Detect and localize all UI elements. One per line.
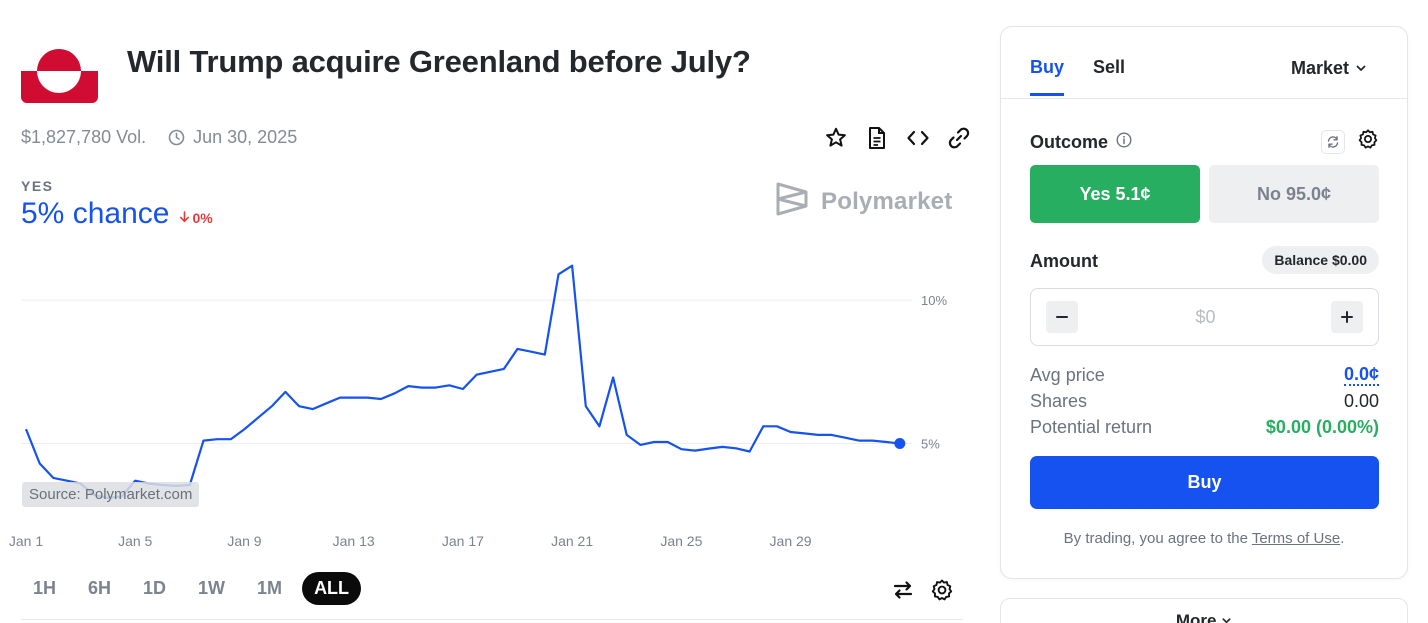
info-icon[interactable] xyxy=(1116,132,1132,153)
stat-value: $0.00 (0.00%) xyxy=(1265,417,1379,437)
refresh-icon[interactable] xyxy=(1321,129,1345,154)
price-chart-svg: 10% 5% Jan 1 Jan 5 Jan 9 Jan 13 Jan 17 Jan 21 J… xyxy=(9,264,947,549)
link-icon[interactable] xyxy=(945,124,972,151)
chevron-down-icon xyxy=(1221,611,1232,623)
stat-value[interactable]: 0.0¢ xyxy=(1343,364,1379,386)
no-outcome-button[interactable]: No 95.0¢ xyxy=(1209,165,1379,223)
price-chart: 10% 5% Jan 1 Jan 5 Jan 9 Jan 13 Jan 17 Jan 21 J… xyxy=(0,250,975,560)
arrow-down-icon xyxy=(179,210,190,226)
terms-notice: By trading, you agree to the Terms of Us… xyxy=(1001,530,1407,547)
polymarket-watermark: Polymarket xyxy=(775,180,952,223)
section-divider xyxy=(21,619,963,620)
chance-text: 5% chance xyxy=(21,197,170,230)
minus-icon xyxy=(1056,316,1068,318)
amount-label: Amount xyxy=(1030,251,1098,271)
chance-delta: 0% xyxy=(179,210,213,226)
outcome-label: YES xyxy=(21,178,54,194)
outcome-section-label: Outcome xyxy=(1030,132,1132,153)
series-last-point xyxy=(894,437,906,449)
increment-button[interactable] xyxy=(1331,301,1363,333)
stat-label: Potential return xyxy=(1030,417,1153,437)
order-type-label: Market xyxy=(1290,58,1349,78)
tab-buy[interactable]: Buy xyxy=(1030,57,1065,96)
clock-icon xyxy=(168,129,185,146)
amount-field xyxy=(1030,288,1379,346)
stat-potential-return: Potential return $0.00 (0.00%) xyxy=(1030,417,1379,438)
market-flag-image xyxy=(21,39,98,103)
x-tick-label: Jan 25 xyxy=(660,533,702,549)
document-icon[interactable] xyxy=(863,124,890,151)
stat-label: Avg price xyxy=(1030,365,1105,385)
buy-button[interactable]: Buy xyxy=(1030,456,1379,509)
end-date-text: Jun 30, 2025 xyxy=(193,127,298,147)
market-title: Will Trump acquire Greenland before July… xyxy=(127,44,751,79)
range-1d[interactable]: 1D xyxy=(143,578,167,598)
market-toolbar xyxy=(822,124,972,151)
range-6h[interactable]: 6H xyxy=(88,578,112,598)
y-tick-label: 5% xyxy=(921,436,940,451)
chart-tools xyxy=(889,576,955,603)
polymarket-brand-text: Polymarket xyxy=(821,187,953,215)
terms-of-use-link[interactable]: Terms of Use xyxy=(1251,530,1341,547)
range-all[interactable]: ALL xyxy=(302,572,362,605)
decrement-button[interactable] xyxy=(1046,301,1078,333)
y-tick-label: 10% xyxy=(921,293,947,308)
x-tick-label: Jan 5 xyxy=(118,533,152,549)
chart-source-label: Source: Polymarket.com xyxy=(22,482,200,507)
x-tick-label: Jan 21 xyxy=(551,533,593,549)
code-icon[interactable] xyxy=(904,124,931,151)
outcome-tools xyxy=(1321,128,1379,155)
stat-value: 0.00 xyxy=(1343,391,1379,411)
time-range-selector: 1H 6H 1D 1W 1M ALL xyxy=(21,572,362,605)
market-meta: $1,827,780 Vol. Jun 30, 2025 xyxy=(21,127,297,148)
more-panel[interactable]: More xyxy=(1000,598,1408,623)
chart-settings-gear-icon[interactable] xyxy=(928,576,955,603)
plus-icon xyxy=(1341,311,1353,323)
chevron-down-icon xyxy=(1355,58,1367,79)
x-tick-label: Jan 13 xyxy=(333,533,375,549)
stat-avg-price: Avg price 0.0¢ xyxy=(1030,365,1379,386)
balance-badge: Balance $0.00 xyxy=(1262,246,1379,274)
more-text: More xyxy=(1175,611,1217,623)
x-tick-label: Jan 1 xyxy=(9,533,43,549)
star-icon[interactable] xyxy=(822,124,849,151)
stat-label: Shares xyxy=(1030,391,1088,411)
amount-input[interactable] xyxy=(1091,303,1320,331)
order-type-dropdown[interactable]: Market xyxy=(1291,58,1367,79)
trade-settings-gear-icon[interactable] xyxy=(1357,128,1379,155)
tabs-divider xyxy=(1001,98,1407,99)
tab-sell[interactable]: Sell xyxy=(1093,57,1126,77)
x-tick-label: Jan 29 xyxy=(770,533,812,549)
trade-tabs: Buy Sell xyxy=(1030,57,1125,96)
x-tick-label: Jan 17 xyxy=(442,533,484,549)
x-tick-label: Jan 9 xyxy=(227,533,261,549)
terms-suffix: . xyxy=(1340,530,1345,547)
volume-text: $1,827,780 Vol. xyxy=(21,127,147,147)
yes-outcome-button[interactable]: Yes 5.1¢ xyxy=(1030,165,1200,223)
swap-arrows-icon[interactable] xyxy=(889,576,916,603)
range-1h[interactable]: 1H xyxy=(33,578,57,598)
polymarket-logo-icon xyxy=(775,180,809,223)
outcome-label-text: Outcome xyxy=(1030,132,1109,152)
stat-shares: Shares 0.00 xyxy=(1030,391,1379,412)
chance-display: 5% chance 0% xyxy=(21,197,213,231)
chance-delta-text: 0% xyxy=(192,210,213,226)
more-label: More xyxy=(1001,611,1407,623)
range-1m[interactable]: 1M xyxy=(257,578,283,598)
range-1w[interactable]: 1W xyxy=(198,578,226,598)
trade-panel: Buy Sell Market Outcome Yes 5.1¢ No 95.0… xyxy=(1000,26,1408,579)
terms-prefix: By trading, you agree to the xyxy=(1063,530,1252,547)
